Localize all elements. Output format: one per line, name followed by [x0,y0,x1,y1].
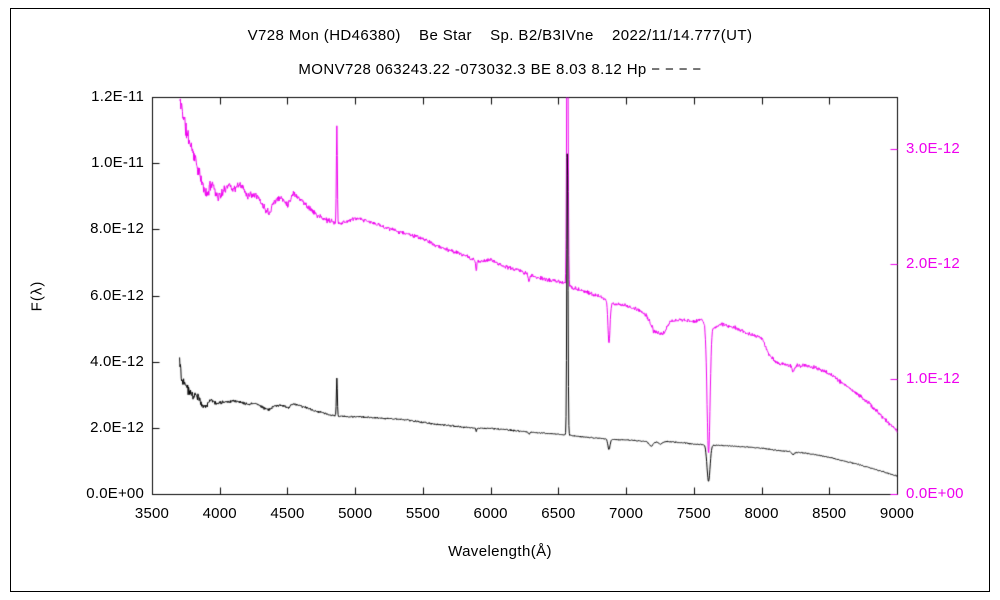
y-right-tick-label: 0.0E+00 [906,485,964,502]
x-tick-label: 7000 [608,505,644,522]
x-axis-label: Wavelength(Å) [448,543,552,560]
x-tick-label: 4500 [270,505,305,522]
y-right-tick-label: 3.0E-12 [906,139,960,157]
y-left-tick-label: 1.2E-11 [91,88,144,105]
y-left-tick-label: 1.0E-11 [91,154,144,172]
x-tick-label: 7500 [676,505,711,522]
y-right-tick-label: 1.0E-12 [906,369,960,387]
x-tick-label: 5500 [405,505,440,522]
y-left-tick-label: 4.0E-12 [90,352,144,370]
y-axis-label: F(λ) [28,280,46,312]
chart-title: V728 Mon (HD46380) Be Star Sp. B2/B3IVne… [247,27,753,44]
y-left-tick-label: 2.0E-12 [90,418,144,436]
x-tick-label: 9000 [879,505,915,522]
chart-subtitle: MONV728 063243.22 -073032.3 BE 8.03 8.12… [298,61,702,78]
x-tick-label: 6500 [541,505,576,522]
x-tick-label: 6000 [473,505,508,522]
x-tick-label: 8500 [812,505,847,522]
y-left-tick-label: 8.0E-12 [90,220,144,238]
x-tick-label: 4000 [202,505,237,522]
y-right-tick-label: 2.0E-12 [906,254,960,272]
y-left-tick-label: 0.0E+00 [86,485,144,502]
x-tick-label: 8000 [744,505,779,522]
x-tick-label: 5000 [338,505,373,522]
x-tick-label: 3500 [134,505,170,522]
y-left-tick-label: 6.0E-12 [90,286,144,304]
